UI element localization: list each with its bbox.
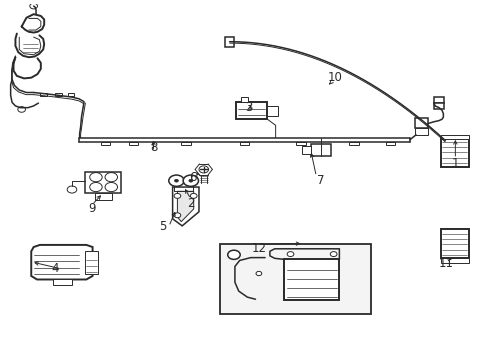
Bar	[266, 106, 277, 117]
Circle shape	[30, 3, 38, 9]
Bar	[296, 142, 305, 145]
Circle shape	[256, 271, 261, 276]
Text: 12: 12	[251, 242, 266, 255]
Bar	[181, 142, 190, 145]
Text: 4: 4	[51, 262, 59, 275]
Circle shape	[199, 166, 208, 173]
Bar	[225, 37, 233, 47]
Bar	[101, 142, 110, 145]
Bar	[414, 118, 427, 128]
Circle shape	[329, 252, 336, 257]
Circle shape	[227, 250, 240, 259]
Circle shape	[188, 179, 192, 182]
Bar	[240, 97, 247, 102]
Bar	[440, 138, 468, 167]
Circle shape	[105, 172, 117, 182]
Circle shape	[174, 179, 178, 182]
Bar	[284, 259, 339, 300]
Bar	[433, 97, 444, 103]
Bar	[302, 147, 310, 154]
Bar	[440, 135, 468, 139]
Polygon shape	[31, 245, 92, 279]
Bar	[94, 193, 112, 200]
Text: 11: 11	[437, 257, 452, 270]
Circle shape	[89, 172, 102, 182]
Bar	[440, 229, 468, 258]
Bar	[53, 279, 72, 285]
Circle shape	[67, 186, 77, 193]
Bar	[40, 93, 46, 96]
Text: 6: 6	[188, 171, 196, 184]
Text: 5: 5	[159, 220, 166, 233]
Bar	[414, 128, 427, 135]
Bar	[310, 144, 330, 156]
Text: 3: 3	[245, 101, 252, 114]
Text: 1: 1	[451, 157, 458, 170]
Circle shape	[168, 175, 184, 186]
Text: 9: 9	[88, 202, 96, 215]
Bar	[85, 172, 121, 193]
Circle shape	[105, 183, 117, 192]
Text: 10: 10	[327, 71, 342, 84]
Bar	[235, 102, 266, 119]
Polygon shape	[177, 191, 193, 222]
Text: 7: 7	[317, 174, 324, 187]
Circle shape	[190, 193, 197, 198]
Bar	[348, 142, 358, 145]
Text: 8: 8	[149, 141, 157, 154]
Text: 2: 2	[187, 197, 194, 210]
Bar	[128, 142, 138, 145]
Bar	[440, 258, 468, 263]
Bar	[219, 243, 370, 314]
Circle shape	[174, 193, 181, 198]
Bar	[67, 93, 74, 96]
Bar	[239, 142, 249, 145]
Bar	[55, 93, 62, 96]
Circle shape	[286, 252, 293, 257]
Circle shape	[18, 107, 25, 112]
Bar	[433, 103, 444, 109]
Circle shape	[174, 213, 181, 218]
Polygon shape	[172, 187, 199, 226]
Circle shape	[89, 183, 102, 192]
Circle shape	[183, 175, 198, 186]
Bar	[385, 142, 395, 145]
Bar	[85, 251, 98, 274]
